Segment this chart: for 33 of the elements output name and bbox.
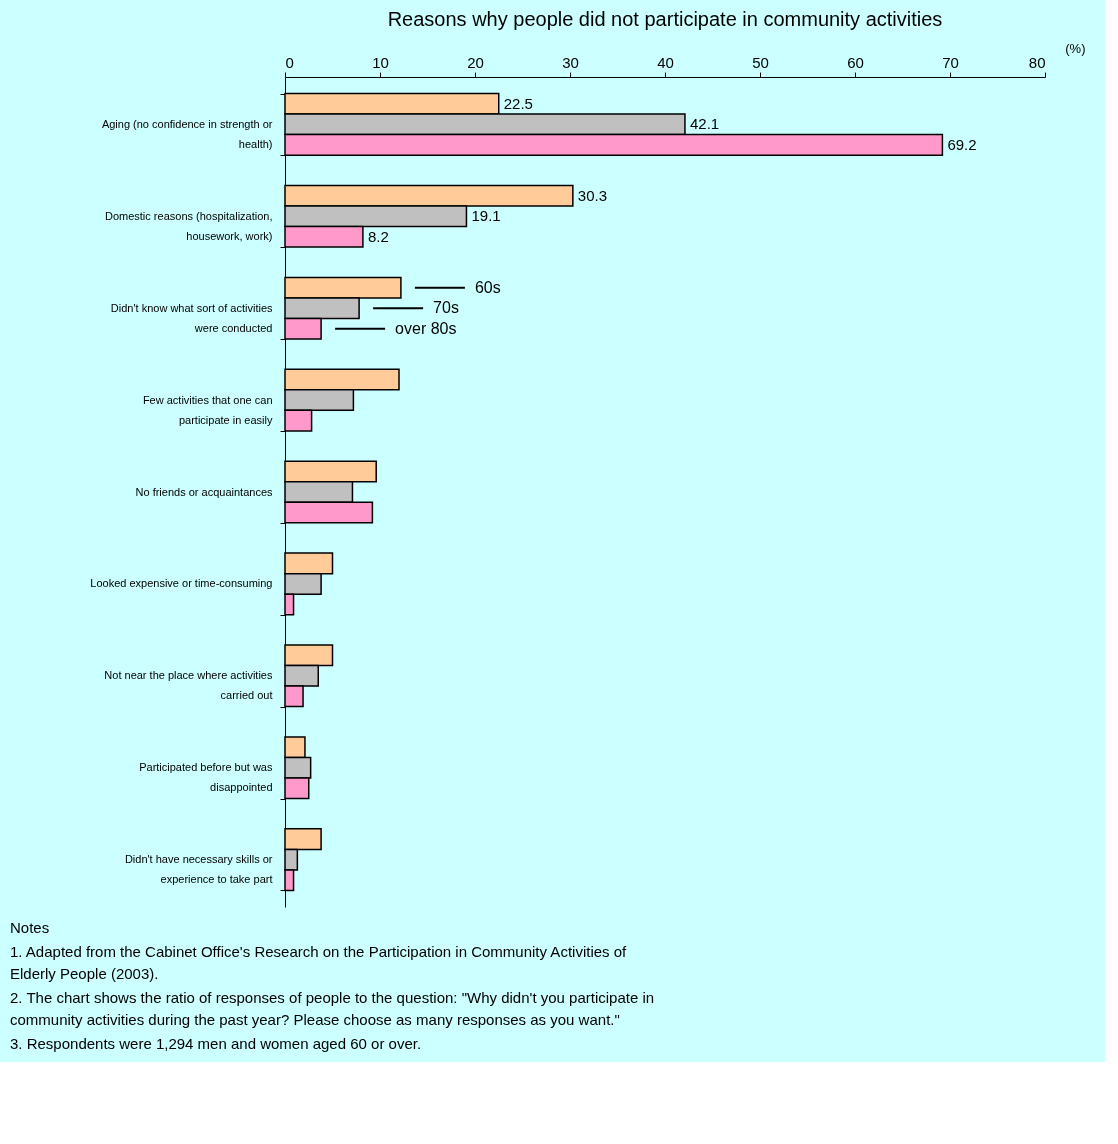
x-tick-label: 30 [562,53,579,71]
data-label: 42.1 [689,115,720,133]
x-tick-label: 40 [657,53,674,71]
x-tick-label: 50 [752,53,769,71]
data-label: 22.5 [503,94,533,112]
x-tick-label: 10 [372,53,389,71]
x-tick-label: 20 [467,53,484,71]
x-tick-label: 80 [1028,53,1046,71]
y-tick-label: No friends or acquaintances [135,485,273,498]
x-tick-label: 60 [847,53,864,71]
x-tick-label: 0 [285,53,294,71]
data-label: 8.2 [367,227,389,245]
y-tick-label: Domestic reasons (hospitalization, housework, work) [104,209,273,242]
y-tick-label: Looked expensive or time-consuming [90,577,273,590]
text: Notes [10,919,50,936]
legend-label: over 80s [395,319,457,337]
x-axis-title: (%) [1065,40,1086,56]
data-label: 69.2 [947,135,977,153]
legend-label: 60s [474,278,501,296]
y-tick-label: Didn't have necessary skills or experience to take part [124,853,273,886]
text: 2. The chart shows the ratio of responses of people to the question: "Why didn't you participate in community activities during the past year? Please choose as many responses as you want." [10,989,655,1028]
x-tick-label: 70 [942,53,959,71]
data-label: 30.3 [577,186,608,204]
text: 1. Adapted from the Cabinet Office's Research on the Participation in Community Activities of Elderly People (2003). [10,943,628,982]
y-tick-label: Didn't know what sort of activities were conducted [110,301,273,334]
y-tick-label: Participated before but was disappointed [139,761,273,794]
y-tick-label: Aging (no confidence in strength or health) [101,117,273,150]
chart-title: Reasons why people did not participate in community activities [387,8,943,30]
y-tick-label: Not near the place where activities carried out [104,669,273,702]
legend-label: 70s [433,299,459,317]
text: 3. Respondents were 1,294 men and women aged 60 or over. [10,1035,422,1052]
y-tick-label: Few activities that one can participate in easily [142,393,273,426]
data-label: 19.1 [471,207,501,225]
